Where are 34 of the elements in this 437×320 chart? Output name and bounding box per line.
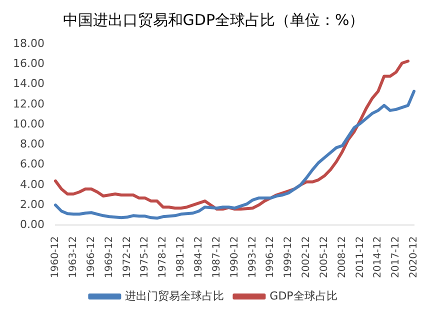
y-tick-label: 18.00 [12, 36, 44, 50]
x-tick-label: 1960-12 [50, 236, 62, 278]
y-tick-label: 0.00 [20, 218, 44, 232]
y-tick-label: 6.00 [20, 158, 44, 171]
x-tick-label: 1978-12 [158, 236, 169, 278]
x-tick-label: 1999-12 [283, 236, 294, 278]
x-tick-label: 1963-12 [68, 236, 80, 278]
x-tick-label: 1969-12 [104, 236, 115, 278]
x-tick-label: 1996-12 [265, 236, 276, 278]
x-tick-label: 1975-12 [140, 236, 151, 278]
x-tick-label: 2008-12 [336, 236, 348, 278]
x-tick-label: 2020-12 [408, 236, 420, 278]
x-tick-label: 1990-12 [229, 236, 240, 278]
y-tick-label: 10.00 [12, 117, 44, 130]
y-tick-label: 14.00 [12, 77, 44, 90]
x-tick-label: 2002-12 [301, 236, 312, 278]
x-tick-label: 1972-12 [122, 236, 133, 278]
legend-label: 进出门贸易全球占比 [125, 289, 224, 302]
y-tick-label: 16.00 [12, 56, 44, 70]
x-tick-label: 1966-12 [86, 236, 97, 278]
x-tick-label: 1993-12 [247, 236, 258, 278]
x-tick-label: 2011-12 [354, 236, 366, 278]
x-tick-label: 2017-12 [390, 236, 402, 278]
y-tick-label: 8.00 [20, 138, 44, 151]
x-tick-label: 1987-12 [211, 236, 222, 278]
y-tick-label: 4.00 [20, 178, 44, 191]
x-tick-label: 1981-12 [176, 236, 187, 278]
y-tick-label: 12.00 [12, 97, 44, 110]
x-tick-label: 2005-12 [318, 236, 330, 278]
chart-title: 中国进出口贸易和GDP全球占比（单位：%） [62, 10, 364, 29]
y-tick-label: 2.00 [20, 198, 44, 211]
x-tick-label: 2014-12 [372, 236, 384, 278]
legend-label: GDP全球占比 [270, 289, 338, 302]
x-tick-label: 1984-12 [193, 236, 204, 278]
